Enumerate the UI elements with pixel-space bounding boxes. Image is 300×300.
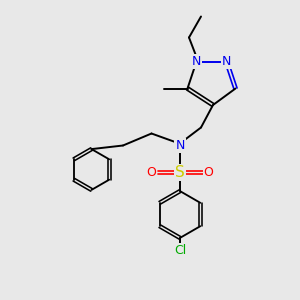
- Text: Cl: Cl: [174, 244, 186, 257]
- Text: N: N: [192, 55, 201, 68]
- Text: N: N: [175, 139, 185, 152]
- Text: N: N: [222, 55, 231, 68]
- Text: S: S: [175, 165, 185, 180]
- Text: O: O: [147, 166, 156, 179]
- Text: O: O: [204, 166, 213, 179]
